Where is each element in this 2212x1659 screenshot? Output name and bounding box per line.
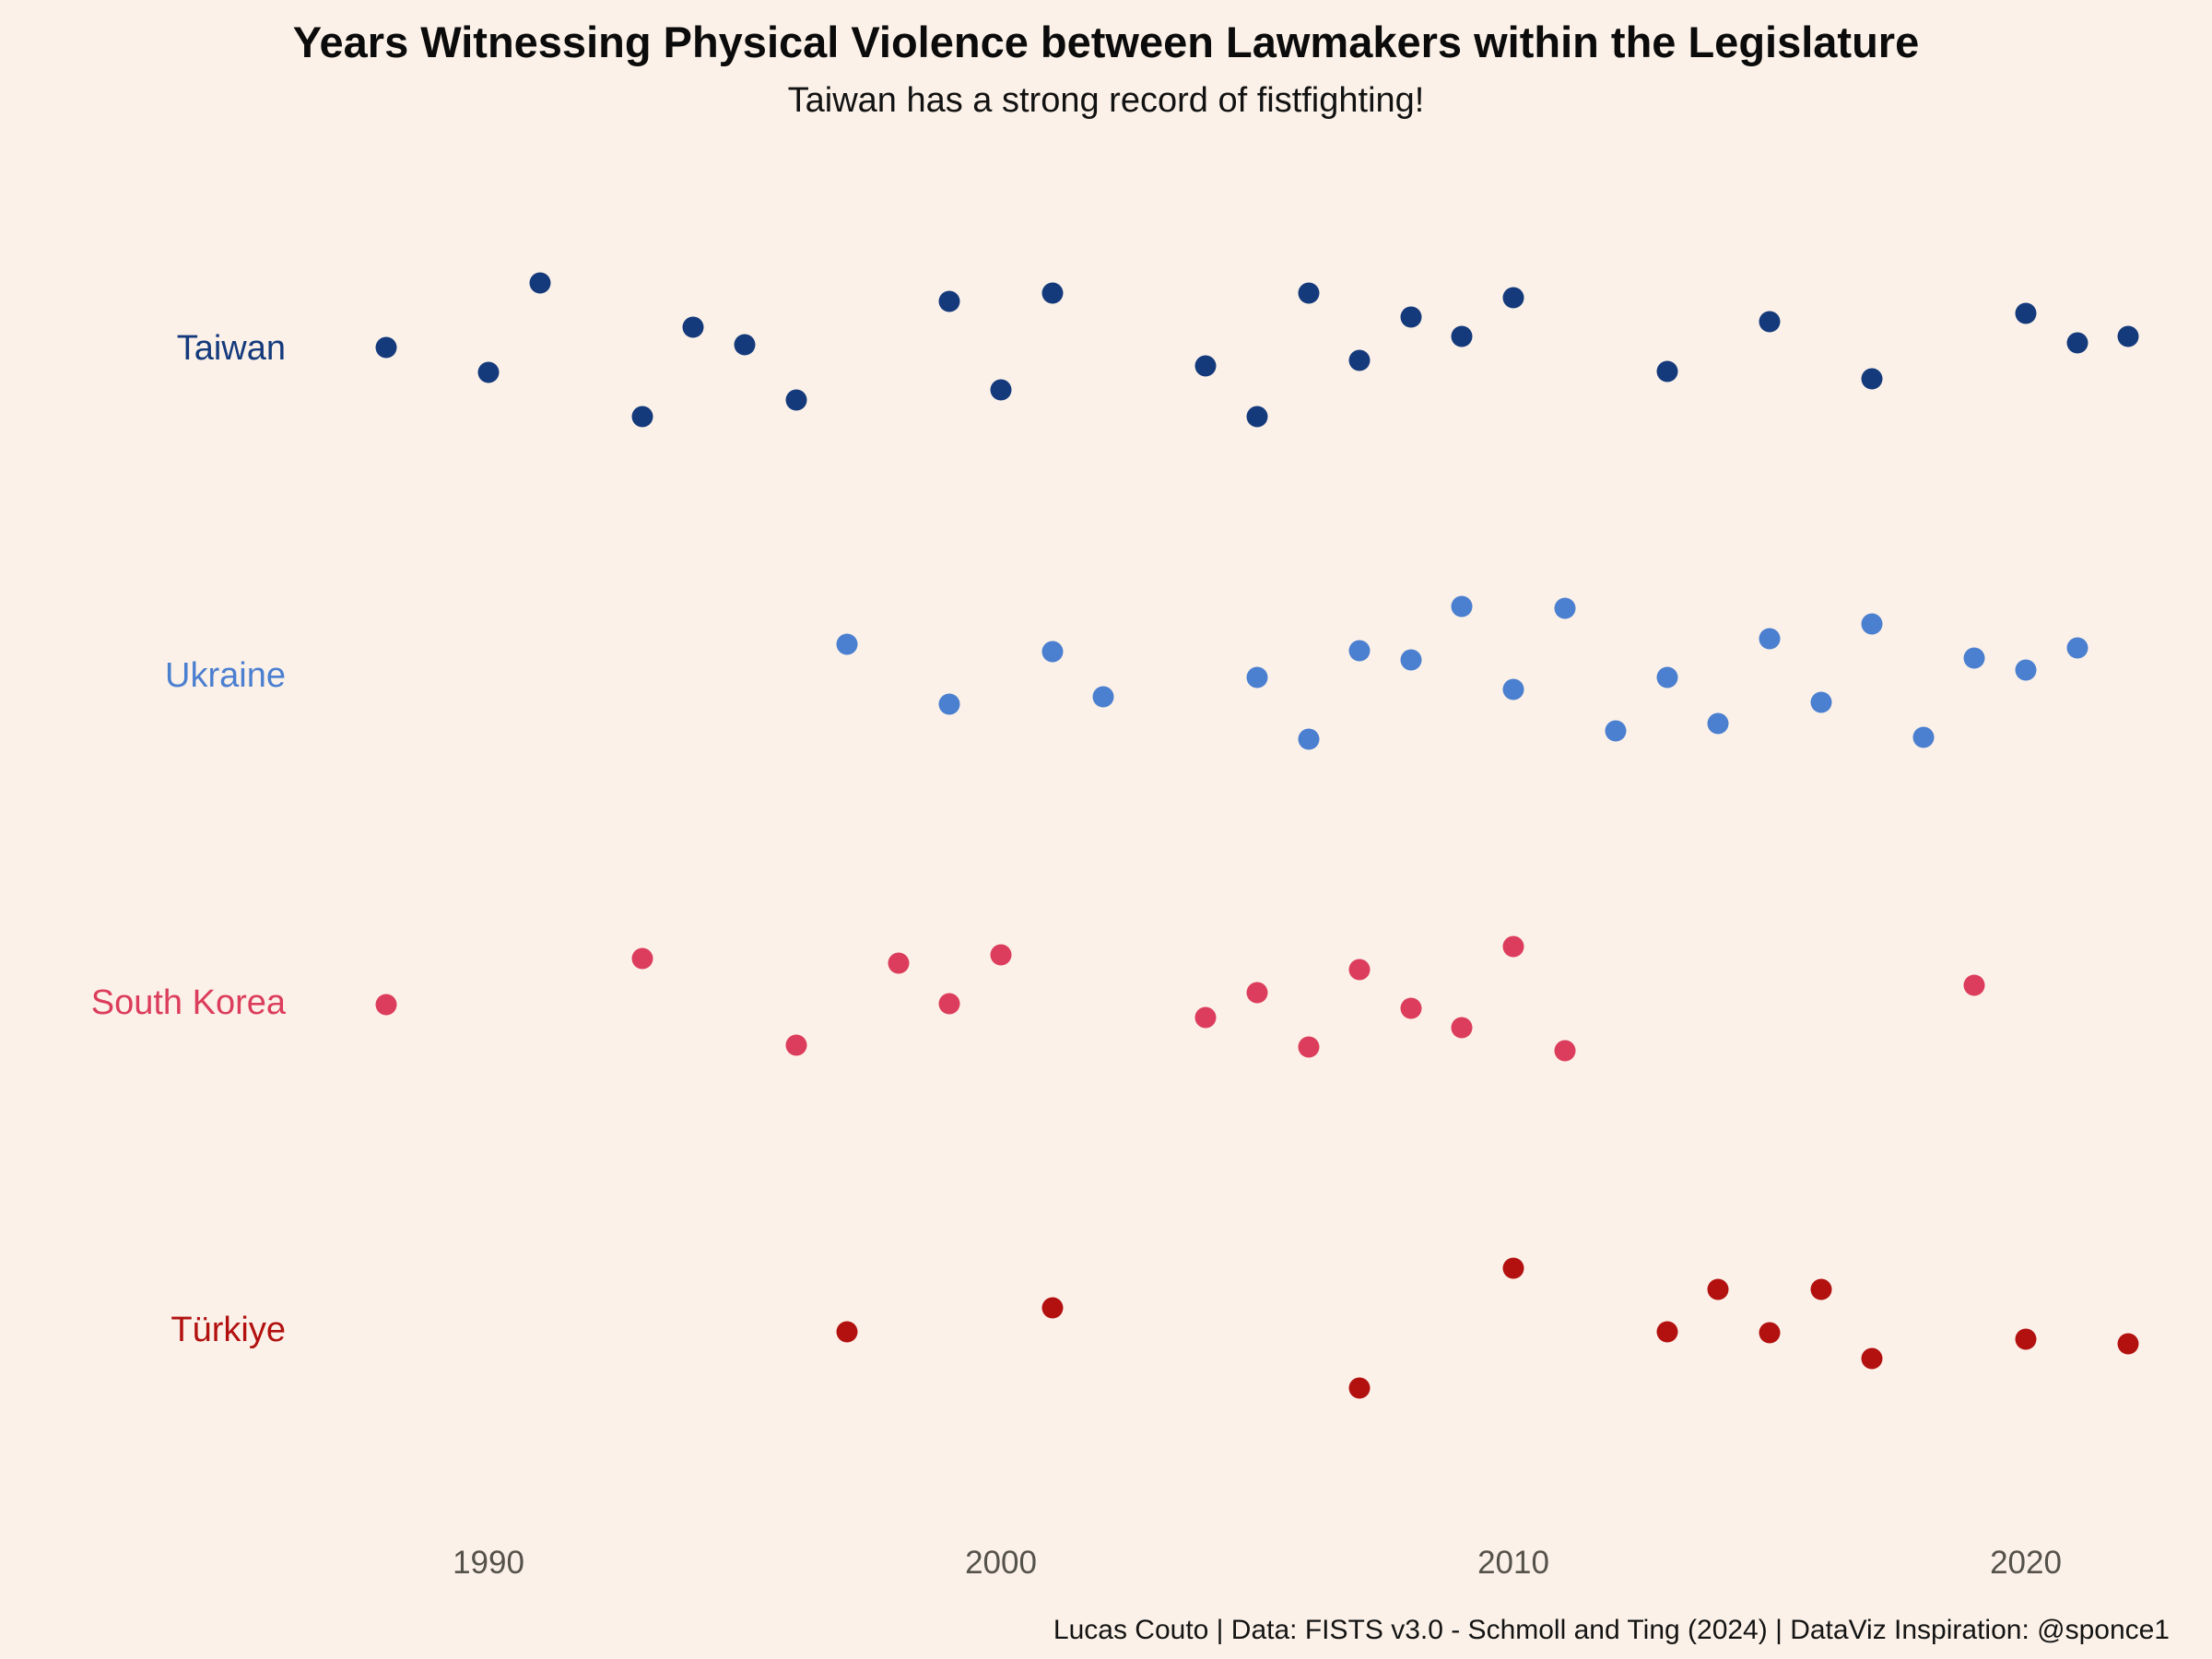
category-label-taiwan: Taiwan [176, 328, 286, 368]
data-point-taiwan-2017 [1861, 368, 1883, 390]
data-point-ukraine-2007 [1348, 640, 1371, 662]
data-point-taiwan-1999 [938, 290, 960, 312]
category-label-south-korea: South Korea [90, 982, 286, 1022]
data-point-t-rkiye-2010 [1502, 1257, 1524, 1279]
data-point-taiwan-2005 [1246, 406, 1268, 428]
x-axis-tick-1990: 1990 [453, 1545, 524, 1581]
data-point-south-korea-1998 [888, 952, 910, 974]
data-point-ukraine-2010 [1502, 678, 1524, 700]
data-point-taiwan-2008 [1400, 306, 1422, 328]
data-point-taiwan-2007 [1348, 349, 1371, 371]
data-point-t-rkiye-2017 [1861, 1347, 1883, 1370]
data-point-taiwan-2010 [1502, 287, 1524, 309]
data-point-ukraine-2018 [1912, 726, 1935, 748]
data-point-south-korea-1988 [375, 994, 397, 1016]
data-point-ukraine-2008 [1400, 649, 1422, 671]
data-point-south-korea-2000 [990, 944, 1012, 966]
data-point-taiwan-1996 [785, 389, 807, 411]
data-point-south-korea-2005 [1246, 982, 1268, 1004]
chart-subtitle: Taiwan has a strong record of fistfighti… [787, 81, 1425, 120]
data-point-taiwan-2022 [2117, 325, 2139, 347]
data-point-ukraine-2006 [1298, 728, 1320, 750]
data-point-south-korea-1993 [631, 947, 653, 970]
data-point-ukraine-2015 [1759, 628, 1781, 650]
data-point-south-korea-2006 [1298, 1036, 1320, 1058]
data-point-south-korea-2011 [1554, 1040, 1576, 1062]
data-point-ukraine-2020 [2015, 659, 2037, 681]
data-point-taiwan-2013 [1656, 360, 1678, 382]
data-point-t-rkiye-2013 [1656, 1321, 1678, 1343]
data-point-south-korea-2007 [1348, 959, 1371, 981]
x-axis-tick-2010: 2010 [1477, 1545, 1549, 1581]
data-point-taiwan-2006 [1298, 282, 1320, 304]
data-point-ukraine-2002 [1092, 686, 1114, 708]
data-point-ukraine-2011 [1554, 597, 1576, 619]
data-point-taiwan-1994 [682, 316, 704, 338]
data-point-taiwan-1991 [529, 272, 551, 294]
data-point-ukraine-1997 [836, 633, 858, 655]
data-point-ukraine-2019 [1963, 647, 1985, 669]
data-point-ukraine-2013 [1656, 666, 1678, 688]
data-point-t-rkiye-2020 [2015, 1328, 2037, 1350]
data-point-taiwan-1993 [631, 406, 653, 428]
data-point-taiwan-2015 [1759, 311, 1781, 333]
data-point-ukraine-1999 [938, 693, 960, 715]
data-point-t-rkiye-2016 [1810, 1278, 1832, 1300]
data-point-south-korea-2010 [1502, 935, 1524, 958]
data-point-t-rkiye-2015 [1759, 1322, 1781, 1344]
data-point-south-korea-2004 [1194, 1006, 1217, 1029]
data-point-t-rkiye-2022 [2117, 1333, 2139, 1355]
data-point-taiwan-2004 [1194, 355, 1217, 377]
data-point-taiwan-2021 [2066, 332, 2088, 354]
x-axis-tick-2000: 2000 [965, 1545, 1037, 1581]
data-point-taiwan-1995 [734, 334, 756, 356]
data-point-t-rkiye-2001 [1041, 1297, 1064, 1319]
data-point-south-korea-1996 [785, 1034, 807, 1056]
data-point-south-korea-2009 [1451, 1017, 1473, 1039]
data-point-ukraine-2014 [1707, 712, 1729, 735]
chart-title: Years Witnessing Physical Violence betwe… [292, 18, 1920, 66]
category-label-t-rkiye: Türkiye [171, 1310, 286, 1349]
data-point-t-rkiye-2007 [1348, 1377, 1371, 1399]
data-point-taiwan-1990 [477, 361, 500, 383]
data-point-ukraine-2001 [1041, 641, 1064, 663]
data-point-south-korea-2019 [1963, 974, 1985, 996]
data-point-ukraine-2021 [2066, 637, 2088, 659]
data-point-ukraine-2012 [1605, 720, 1627, 742]
data-point-ukraine-2016 [1810, 691, 1832, 713]
data-point-taiwan-2000 [990, 379, 1012, 401]
data-point-t-rkiye-2014 [1707, 1278, 1729, 1300]
data-point-taiwan-2020 [2015, 302, 2037, 324]
data-point-ukraine-2005 [1246, 666, 1268, 688]
data-point-t-rkiye-1997 [836, 1321, 858, 1343]
data-point-taiwan-2001 [1041, 282, 1064, 304]
data-point-taiwan-2009 [1451, 325, 1473, 347]
data-point-taiwan-1988 [375, 336, 397, 359]
x-axis-tick-2020: 2020 [1990, 1545, 2062, 1581]
data-point-ukraine-2017 [1861, 613, 1883, 635]
source-caption: Lucas Couto | Data: FISTS v3.0 - Schmoll… [1053, 1615, 2170, 1645]
category-label-ukraine: Ukraine [165, 655, 286, 695]
data-point-ukraine-2009 [1451, 595, 1473, 618]
data-point-south-korea-1999 [938, 993, 960, 1015]
data-point-south-korea-2008 [1400, 997, 1422, 1019]
